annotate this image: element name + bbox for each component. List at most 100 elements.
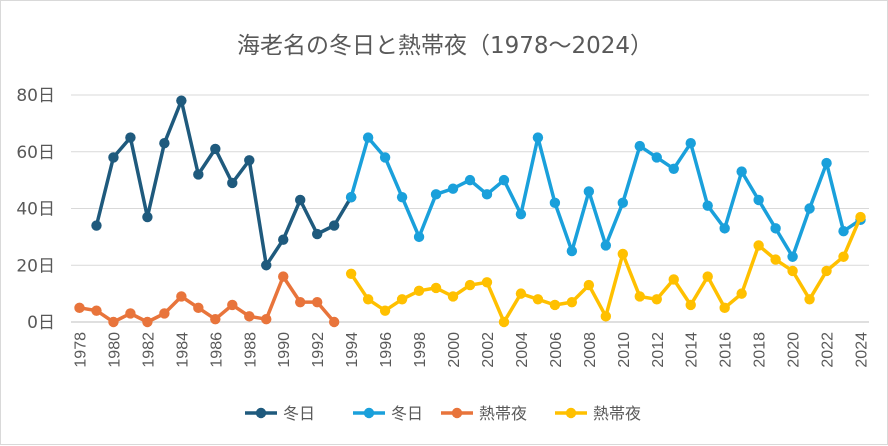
data-point <box>719 302 730 314</box>
data-point <box>142 211 153 223</box>
data-point <box>600 311 612 322</box>
series-line <box>349 215 863 324</box>
data-point <box>838 226 849 237</box>
data-point <box>295 296 306 308</box>
data-point <box>600 240 612 251</box>
data-point <box>668 274 679 285</box>
data-point <box>821 265 832 277</box>
data-point <box>379 305 391 316</box>
data-point <box>549 299 561 311</box>
data-point <box>295 194 306 206</box>
data-point <box>413 231 425 243</box>
data-point <box>651 152 662 163</box>
x-tick-label: 1978 <box>72 332 89 368</box>
data-point <box>278 234 289 245</box>
series-line <box>349 135 863 259</box>
data-point <box>328 316 340 328</box>
data-point <box>430 189 442 200</box>
data-point <box>125 132 136 143</box>
data-point <box>515 208 527 220</box>
data-point <box>583 186 595 197</box>
legend-item: 冬日 <box>353 404 423 423</box>
data-point <box>244 155 255 166</box>
data-point <box>227 299 238 311</box>
data-point <box>702 200 713 211</box>
x-tick-label: 2010 <box>616 332 633 368</box>
x-tick-label: 2008 <box>582 332 599 368</box>
data-point <box>770 223 781 234</box>
data-point <box>498 174 510 186</box>
x-tick-label: 2014 <box>684 332 701 368</box>
x-tick-label: 1994 <box>344 332 361 368</box>
data-point <box>261 313 272 325</box>
data-point <box>821 157 832 169</box>
data-point <box>108 152 119 163</box>
series-1 <box>345 132 866 262</box>
data-point <box>311 228 323 240</box>
data-point <box>193 169 204 180</box>
data-point <box>464 279 476 291</box>
y-tick-label: 40日 <box>16 200 55 220</box>
legend-marker <box>451 407 463 419</box>
data-point <box>498 316 510 328</box>
data-point <box>685 299 696 311</box>
grid-lines <box>71 94 869 323</box>
data-point <box>634 291 645 302</box>
data-point <box>736 288 747 299</box>
data-point <box>583 279 595 291</box>
data-point <box>838 251 849 262</box>
data-point <box>396 191 408 203</box>
series-0 <box>91 95 357 271</box>
data-point <box>362 132 374 143</box>
data-point <box>74 302 85 314</box>
data-point <box>345 268 357 279</box>
data-point <box>311 296 323 308</box>
data-point <box>753 240 764 251</box>
legend-marker <box>363 407 375 419</box>
data-point <box>481 189 493 200</box>
x-tick-label: 1980 <box>106 332 123 368</box>
data-point <box>108 316 119 328</box>
data-point <box>413 285 425 296</box>
x-tick-label: 1998 <box>412 332 429 368</box>
x-tick-label: 2016 <box>718 332 735 368</box>
data-point <box>278 271 289 282</box>
x-tick-label: 2004 <box>514 332 531 368</box>
x-tick-label: 2006 <box>548 332 565 368</box>
x-tick-label: 1996 <box>378 332 395 368</box>
series-layer <box>74 95 866 328</box>
data-point <box>668 163 679 174</box>
data-point <box>804 203 815 214</box>
data-point <box>855 211 866 223</box>
x-tick-label: 1990 <box>276 332 293 368</box>
legend-label: 熱帯夜 <box>593 404 641 423</box>
data-point <box>702 271 713 282</box>
x-tick-label: 2018 <box>752 332 769 368</box>
x-tick-label: 1992 <box>310 332 327 368</box>
legend-item: 熱帯夜 <box>555 404 641 423</box>
x-tick-label: 2020 <box>786 332 803 368</box>
data-point <box>328 220 340 231</box>
data-point <box>379 152 391 163</box>
data-point <box>176 291 187 302</box>
data-point <box>210 143 221 155</box>
data-point <box>549 197 561 209</box>
data-point <box>515 288 527 299</box>
legend-item: 冬日 <box>245 404 315 423</box>
x-tick-label: 2000 <box>446 332 463 368</box>
series-3 <box>345 211 866 328</box>
data-point <box>244 311 255 322</box>
data-point <box>685 138 696 149</box>
data-point <box>464 174 476 186</box>
data-point <box>617 248 629 260</box>
data-point <box>787 265 798 277</box>
data-point <box>634 140 645 152</box>
data-point <box>566 296 578 308</box>
chart-title: 海老名の冬日と熱帯夜（1978～2024） <box>237 33 653 59</box>
data-point <box>719 223 730 234</box>
series-line <box>94 98 353 268</box>
data-point <box>91 220 102 231</box>
data-point <box>804 294 815 305</box>
legend-marker <box>255 407 267 419</box>
